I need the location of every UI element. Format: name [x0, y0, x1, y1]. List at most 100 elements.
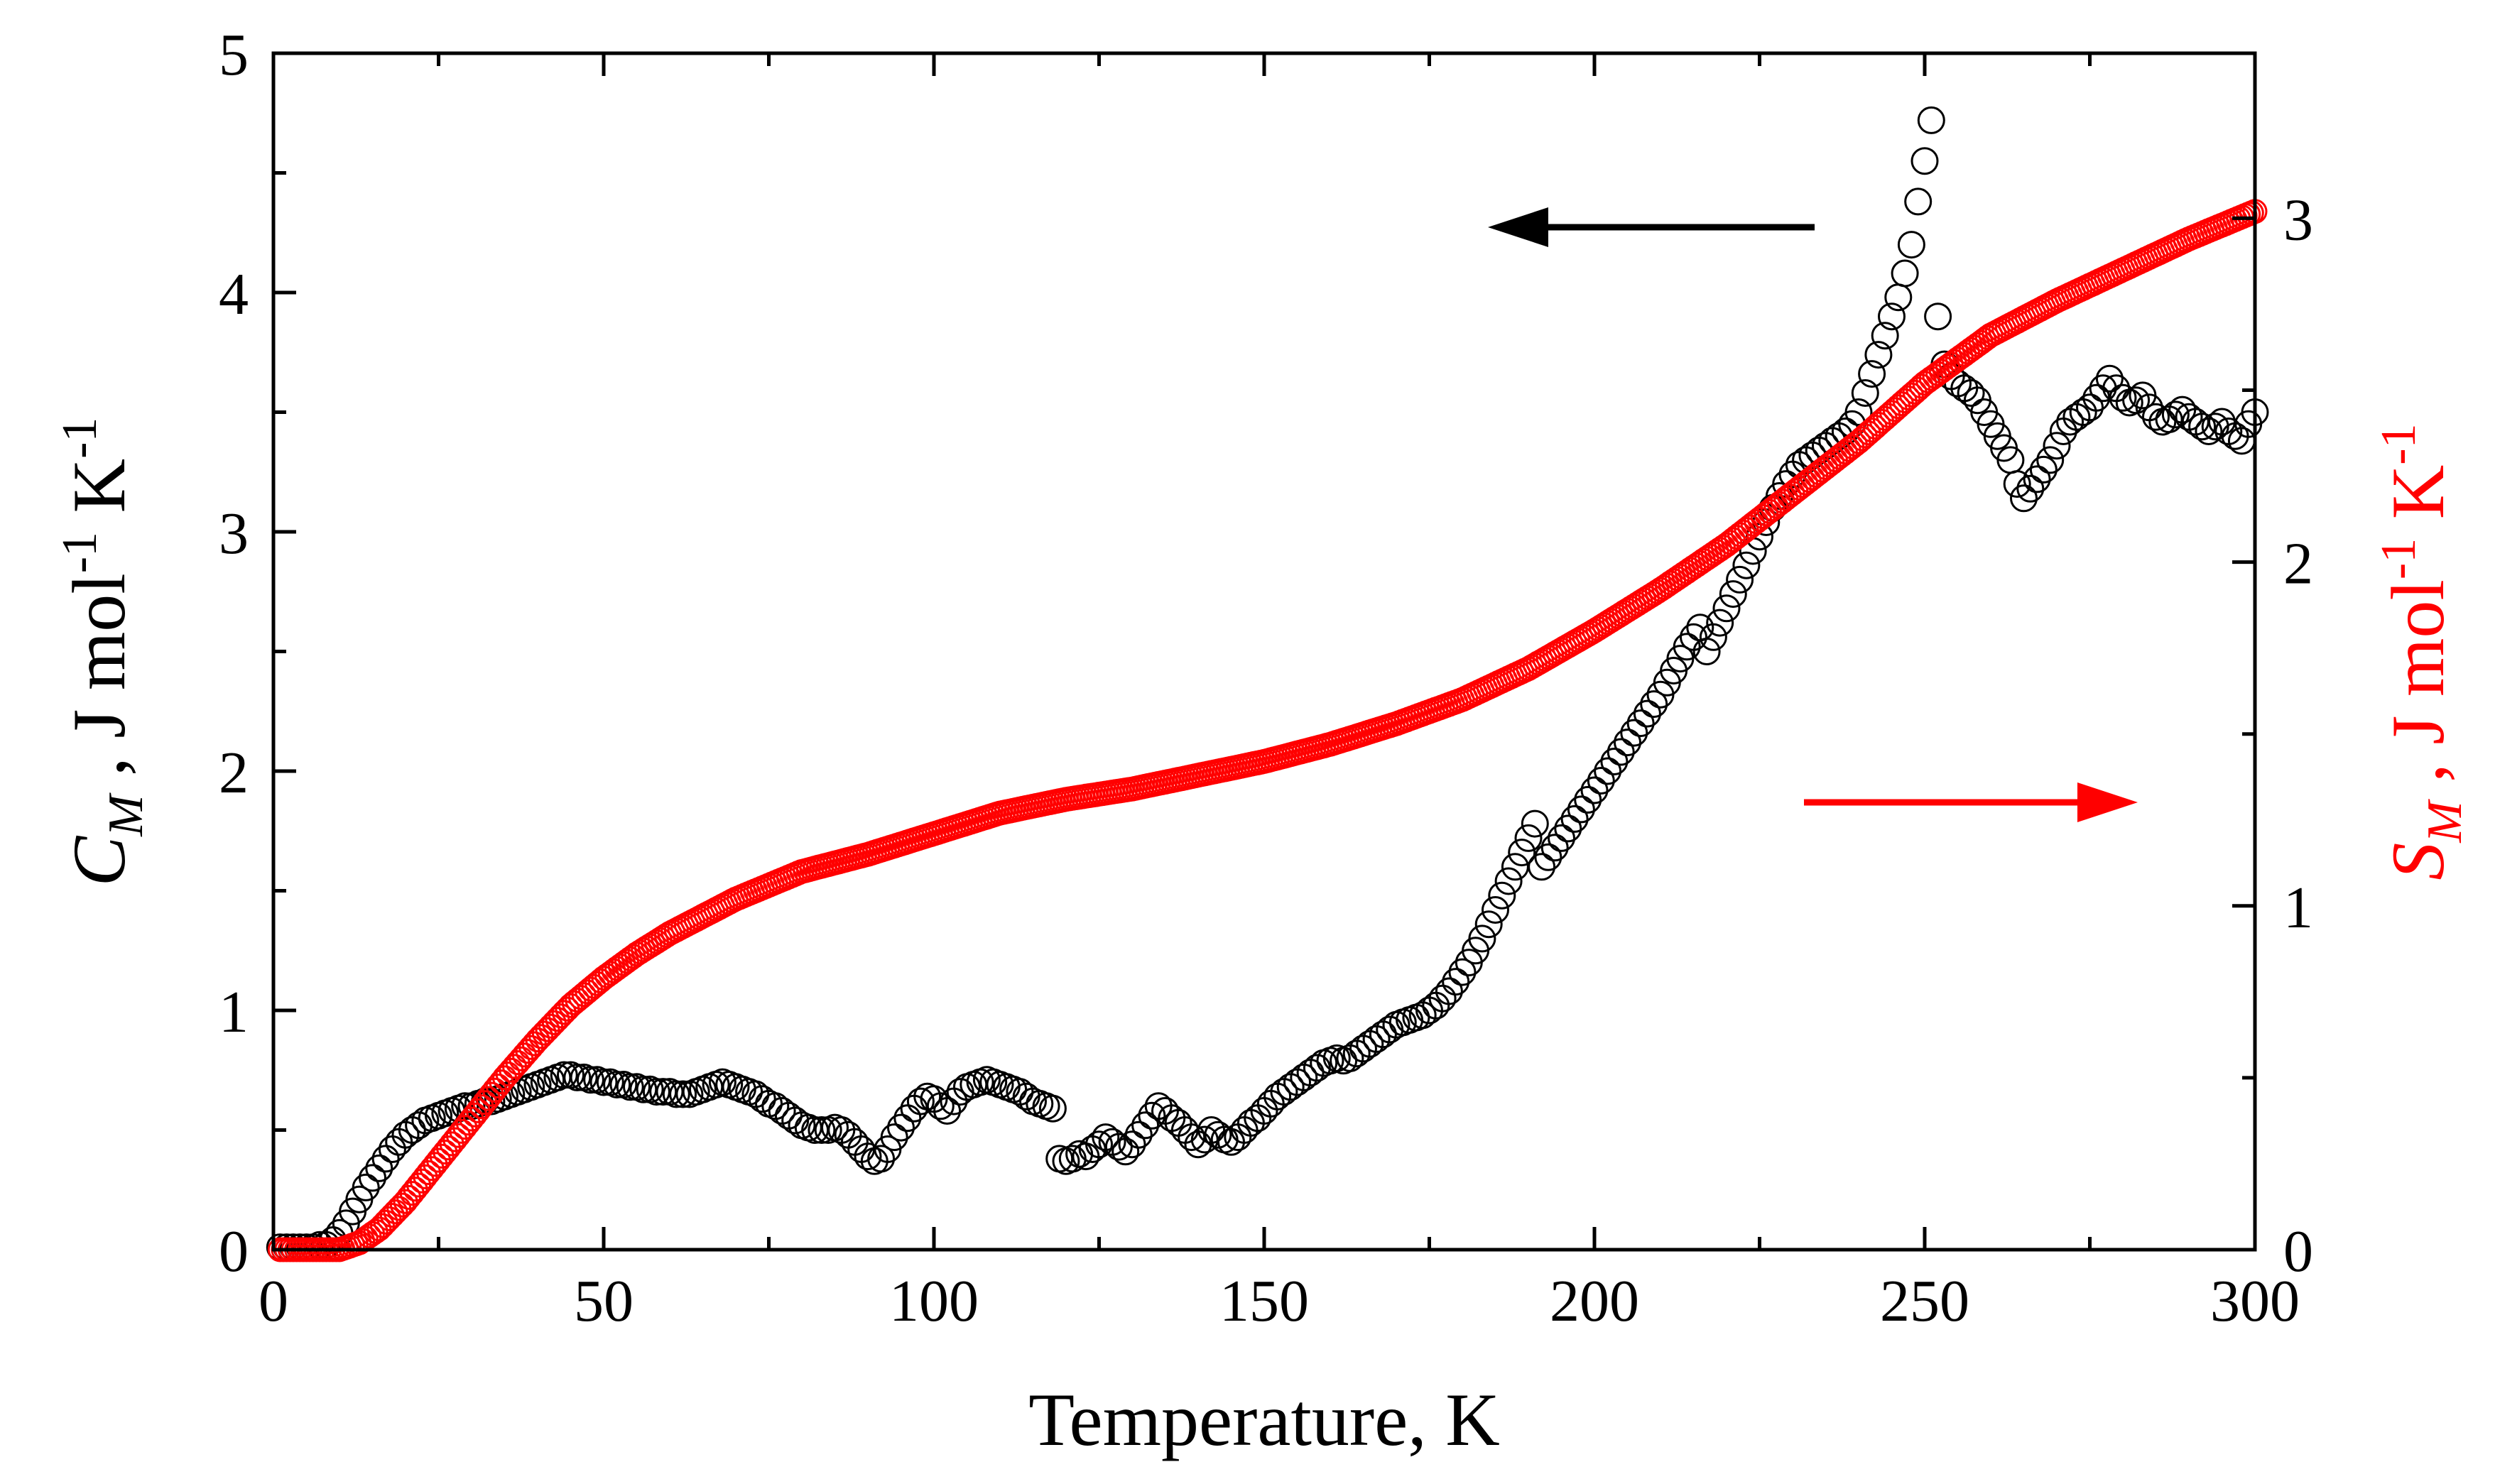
- s-m-point: [449, 1118, 474, 1144]
- y-left-tick-label: 5: [219, 22, 249, 88]
- c-m-point: [1204, 1120, 1232, 1149]
- s-m-point: [413, 1164, 438, 1189]
- c-m-point: [1038, 1094, 1067, 1123]
- c-m-point: [1732, 551, 1761, 579]
- c-m-point: [1534, 843, 1562, 871]
- y-axis-left-title: CM , J mol-1 K-1: [53, 418, 153, 887]
- c-m-point: [1699, 623, 1727, 651]
- y-right-tick-label: 0: [2283, 1218, 2313, 1284]
- c-m-point: [1957, 379, 1985, 407]
- c-m-point: [1626, 709, 1655, 738]
- c-m-point: [808, 1116, 836, 1144]
- y-right-tick-label: 2: [2283, 531, 2313, 597]
- c-m-point: [352, 1173, 380, 1201]
- c-m-point: [1910, 147, 1939, 175]
- c-m-point: [2122, 386, 2151, 415]
- c-m-point: [2161, 400, 2190, 429]
- y-left-tick-label: 4: [219, 261, 249, 327]
- c-m-point: [1442, 968, 1470, 996]
- c-m-point: [669, 1080, 697, 1108]
- c-m-point: [2043, 432, 2071, 460]
- c-m-point: [1468, 924, 1496, 953]
- c-m-point: [1614, 729, 1641, 757]
- c-m-point: [906, 1087, 935, 1115]
- c-m-point: [1633, 699, 1661, 728]
- arrow-left-annotation: [1488, 207, 1815, 247]
- c-m-point: [1620, 719, 1648, 747]
- x-tick-label: 150: [1219, 1268, 1309, 1334]
- c-m-point: [359, 1164, 386, 1192]
- s-m-point: [423, 1152, 448, 1177]
- c-m-point: [1574, 785, 1602, 814]
- c-m-point: [1594, 757, 1622, 785]
- c-m-point: [1548, 824, 1575, 852]
- s-m-point: [465, 1098, 491, 1123]
- c-m-point: [893, 1104, 922, 1133]
- axis-ticks: [271, 51, 2257, 1252]
- c-m-point: [1917, 106, 1945, 134]
- s-m-point: [472, 1090, 498, 1115]
- c-m-point: [1851, 379, 1879, 407]
- c-m-point: [576, 1066, 604, 1094]
- s-m-point: [363, 1218, 388, 1244]
- c-m-point: [1673, 633, 1701, 661]
- c-m-point: [1104, 1133, 1133, 1161]
- s-m-point: [459, 1106, 484, 1132]
- s-m-point: [452, 1115, 478, 1140]
- s-m-point: [551, 1000, 577, 1025]
- c-m-point: [1554, 814, 1582, 843]
- c-m-point: [378, 1135, 406, 1163]
- s-m-point: [419, 1156, 445, 1182]
- c-m-point: [867, 1145, 896, 1173]
- c-m-point: [603, 1071, 631, 1098]
- c-m-point: [854, 1142, 882, 1171]
- c-m-point: [1706, 609, 1734, 637]
- c-m-point: [1924, 302, 1952, 331]
- x-tick-label: 250: [1880, 1268, 1969, 1334]
- c-m-point: [1118, 1130, 1146, 1159]
- c-m-point: [1600, 748, 1629, 775]
- c-m-point: [2010, 484, 2038, 513]
- c-m-point: [1587, 767, 1615, 795]
- c-m-point: [1085, 1130, 1113, 1159]
- s-m-point: [445, 1123, 471, 1148]
- s-m-point: [442, 1127, 468, 1152]
- s-m-point: [455, 1111, 481, 1136]
- c-m-point: [2029, 455, 2058, 484]
- s-m-point: [406, 1172, 432, 1198]
- c-m-point: [1567, 795, 1595, 824]
- y-left-tick-label: 1: [219, 979, 249, 1045]
- c-m-point: [1712, 594, 1741, 623]
- c-m-point: [2188, 413, 2217, 441]
- c-m-point: [1131, 1111, 1160, 1140]
- c-m-point: [1864, 341, 1893, 369]
- c-m-point: [1124, 1120, 1153, 1149]
- c-m-point: [1607, 738, 1635, 766]
- c-m-point: [1726, 565, 1754, 594]
- c-m-point: [1435, 977, 1463, 1005]
- c-m-point: [1580, 776, 1609, 804]
- s-m-point: [393, 1189, 418, 1214]
- c-m-point: [1904, 187, 1933, 216]
- c-m-point: [1501, 853, 1529, 881]
- c-m-point: [1514, 824, 1543, 852]
- c-m-point: [616, 1073, 644, 1101]
- c-m-point: [1521, 809, 1549, 838]
- c-m-point: [748, 1085, 776, 1113]
- y-right-tick-label: 1: [2283, 875, 2313, 941]
- c-m-point: [2023, 465, 2051, 493]
- s-m-point: [429, 1143, 455, 1169]
- x-tick-label: 100: [889, 1268, 979, 1334]
- c-m-point: [1482, 896, 1509, 924]
- y-axis-right-title: SM , J mol-1 K-1: [2371, 423, 2472, 880]
- y-left-tick-label: 0: [219, 1218, 249, 1284]
- x-tick-label: 300: [2210, 1268, 2300, 1334]
- s-m-point: [469, 1094, 494, 1120]
- x-axis-title: Temperature, K: [1028, 1378, 1500, 1461]
- c-m-point: [2142, 403, 2170, 431]
- series-s-m: [267, 199, 2268, 1262]
- x-tick-label: 0: [259, 1268, 288, 1334]
- c-m-point: [1844, 398, 1873, 426]
